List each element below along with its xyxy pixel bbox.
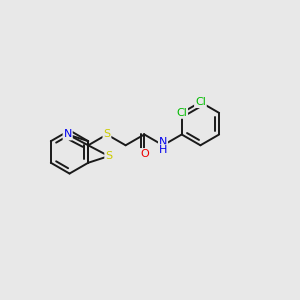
Text: S: S xyxy=(105,151,112,161)
Text: S: S xyxy=(103,130,110,140)
Text: Cl: Cl xyxy=(176,108,187,118)
Text: N: N xyxy=(64,130,72,140)
Text: Cl: Cl xyxy=(195,97,206,107)
Text: H: H xyxy=(159,145,167,155)
Text: N: N xyxy=(159,137,167,147)
Text: O: O xyxy=(140,149,149,159)
